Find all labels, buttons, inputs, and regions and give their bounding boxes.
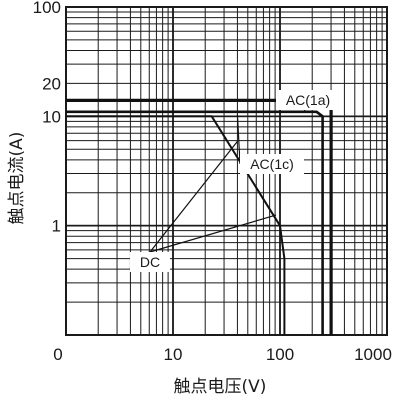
callout-leader-ac-1c — [236, 114, 241, 165]
x-tick-label: 10 — [164, 345, 183, 364]
y-tick-label: 10 — [42, 107, 61, 126]
plot-frame — [65, 6, 388, 336]
y-axis-label: 触点电流(A) — [7, 132, 27, 225]
callout-box-ac-1a — [276, 90, 340, 110]
tick-labels: 0 10 100 1000 100 20 10 1 — [33, 0, 392, 364]
callout-label-dc: DC — [140, 254, 160, 270]
x-axis-label: 触点电压(V) — [174, 377, 267, 397]
series-callouts: AC(1a) AC(1c) DC — [130, 90, 340, 272]
callout-leader-dc — [149, 141, 238, 253]
x-tick-label: 100 — [266, 345, 294, 364]
callout-box-ac-1c — [240, 154, 304, 174]
y-tick-label: 1 — [52, 217, 61, 236]
y-tick-label: 100 — [33, 0, 61, 17]
grid — [65, 6, 388, 336]
series-line-ac-1c- — [66, 110, 324, 335]
callout-label-ac-1a: AC(1a) — [286, 92, 330, 108]
y-tick-label: 20 — [42, 74, 61, 93]
x-tick-label: 0 — [53, 345, 62, 364]
callout-box-dc — [130, 252, 170, 272]
callout-label-ac-1c: AC(1c) — [250, 156, 294, 172]
callout-leader-dc-2 — [149, 214, 277, 253]
series-line-dc — [66, 115, 286, 335]
x-tick-label: 1000 — [354, 345, 392, 364]
